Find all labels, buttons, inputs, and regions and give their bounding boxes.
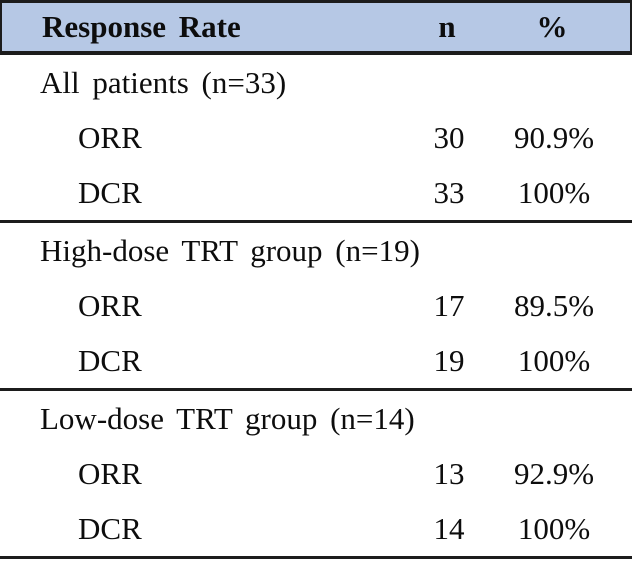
group-title-row: High-dose TRT group (n=19): [0, 223, 632, 278]
table-row: ORR 13 92.9%: [0, 446, 632, 501]
column-header-percent: %: [536, 9, 568, 44]
row-label: ORR: [78, 287, 142, 323]
table-row: DCR 19 100%: [0, 333, 632, 388]
cell-n: 14: [433, 510, 465, 546]
row-label: DCR: [78, 510, 142, 546]
row-label: ORR: [78, 119, 142, 155]
cell-n: 13: [433, 455, 465, 491]
cell-percent: 100%: [517, 174, 591, 210]
column-header-n: n: [438, 9, 456, 44]
section-all-patients: All patients (n=33) ORR 30 90.9% DCR 33 …: [0, 55, 632, 223]
row-label: DCR: [78, 342, 142, 378]
cell-percent: 100%: [517, 510, 591, 546]
table-row: ORR 30 90.9%: [0, 110, 632, 165]
section-high-dose-trt: High-dose TRT group (n=19) ORR 17 89.5% …: [0, 223, 632, 391]
column-header-response-rate: Response Rate: [42, 9, 241, 44]
group-title: All patients (n=33): [40, 64, 287, 100]
cell-percent: 92.9%: [513, 455, 595, 491]
group-title-row: Low-dose TRT group (n=14): [0, 391, 632, 446]
cell-percent: 90.9%: [513, 119, 595, 155]
table-row: DCR 14 100%: [0, 501, 632, 556]
row-label: ORR: [78, 455, 142, 491]
cell-n: 19: [433, 342, 465, 378]
table-row: ORR 17 89.5%: [0, 278, 632, 333]
cell-n: 33: [433, 174, 465, 210]
table-header-row: Response Rate n %: [0, 0, 632, 55]
group-title-row: All patients (n=33): [0, 55, 632, 110]
cell-percent: 89.5%: [513, 287, 595, 323]
cell-percent: 100%: [517, 342, 591, 378]
group-title: Low-dose TRT group (n=14): [40, 400, 415, 436]
cell-n: 30: [433, 119, 465, 155]
table-row: DCR 33 100%: [0, 165, 632, 220]
cell-n: 17: [433, 287, 465, 323]
section-low-dose-trt: Low-dose TRT group (n=14) ORR 13 92.9% D…: [0, 391, 632, 559]
row-label: DCR: [78, 174, 142, 210]
group-title: High-dose TRT group (n=19): [40, 232, 420, 268]
